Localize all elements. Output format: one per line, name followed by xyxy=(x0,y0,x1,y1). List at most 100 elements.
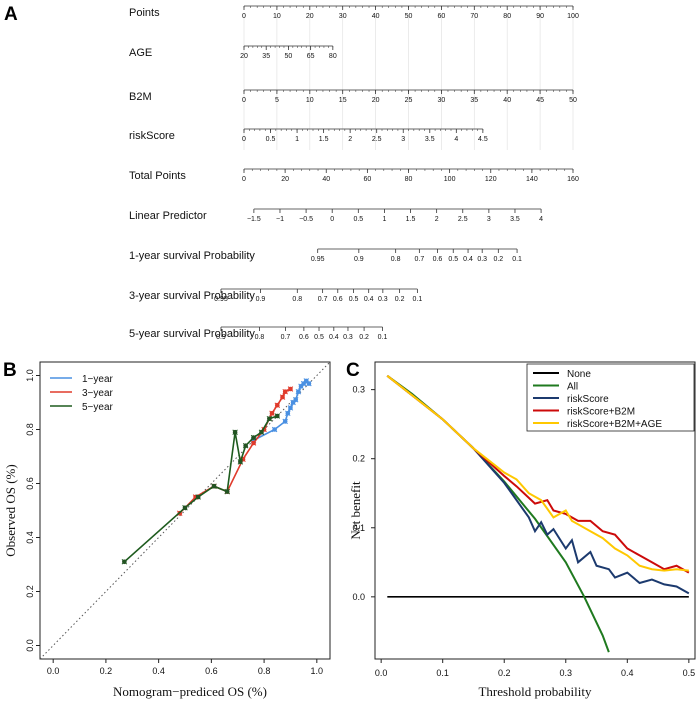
y-tick-label: 0.2 xyxy=(352,454,365,464)
nomogram-tick-label: 0.5 xyxy=(353,216,363,223)
nomogram-tick-label: 3.5 xyxy=(425,136,435,143)
nomogram-tick-label: 20 xyxy=(372,97,380,104)
nomogram-tick-label: 100 xyxy=(567,13,579,20)
nomogram-row-label: 1-year survival Probability xyxy=(129,250,255,262)
y-tick-label: 0.4 xyxy=(25,531,35,544)
nomogram-tick-label: 0.2 xyxy=(359,334,369,341)
nomogram-tick-label: 80 xyxy=(405,176,413,183)
nomogram-tick-label: 20 xyxy=(240,53,248,60)
nomogram-row-label: Total Points xyxy=(129,170,186,182)
x-tick-label: 0.8 xyxy=(258,666,271,676)
nomogram-tick-label: 0 xyxy=(242,176,246,183)
nomogram-tick-label: 45 xyxy=(536,97,544,104)
nomogram-tick-label: 65 xyxy=(307,53,315,60)
nomogram-tick-label: 50 xyxy=(285,53,293,60)
y-tick-label: 0.8 xyxy=(25,423,35,436)
decision-curve-riskscore xyxy=(386,375,690,595)
x-tick-label: 0.2 xyxy=(498,668,511,678)
nomogram-tick-label: 20 xyxy=(306,13,314,20)
calibration-point-marker xyxy=(271,426,278,433)
x-tick-label: 0.3 xyxy=(560,668,573,678)
nomogram-tick-label: 0.6 xyxy=(299,334,309,341)
nomogram-row-label: B2M xyxy=(129,91,152,103)
nomogram-tick-label: 10 xyxy=(273,13,281,20)
y-axis-title: Net benefit xyxy=(348,481,363,540)
decision-curve-riskscore-b2m xyxy=(386,375,690,574)
calibration-point-marker xyxy=(306,380,312,387)
nomogram-tick-label: 0.5 xyxy=(349,296,359,303)
nomogram-tick-label: 3 xyxy=(401,136,405,143)
calibration-point-marker xyxy=(274,402,281,408)
calibration-point-marker xyxy=(287,386,294,392)
nomogram-tick-label: 0.3 xyxy=(477,256,487,263)
nomogram-tick-label: 70 xyxy=(470,13,478,20)
nomogram-tick-label: 0.4 xyxy=(329,334,339,341)
x-tick-label: 1.0 xyxy=(311,666,324,676)
nomogram-tick-label: 0.8 xyxy=(255,334,265,341)
calibration-point-marker xyxy=(269,410,275,417)
y-tick-label: 0.0 xyxy=(352,592,365,602)
nomogram-tick-label: 15 xyxy=(339,97,347,104)
nomogram-tick-label: 0.9 xyxy=(256,296,266,303)
nomogram-tick-label: 0.9 xyxy=(216,334,226,341)
y-tick-label: 0.2 xyxy=(25,585,35,598)
nomogram-tick-label: 0 xyxy=(242,13,246,20)
nomogram-row-label: riskScore xyxy=(129,130,175,142)
calibration-point-marker xyxy=(282,418,288,425)
nomogram-tick-label: 0.95 xyxy=(311,256,325,263)
nomogram-tick-label: 10 xyxy=(306,97,314,104)
nomogram-tick-label: −0.5 xyxy=(299,216,313,223)
calibration-point-marker xyxy=(279,394,286,400)
legend-label: 5−year xyxy=(82,402,114,413)
nomogram-tick-label: 0.8 xyxy=(391,256,401,263)
panel-label-a: A xyxy=(4,4,18,25)
nomogram-tick-label: 0.3 xyxy=(378,296,388,303)
calibration-point-marker xyxy=(237,459,244,465)
calibration-point-marker xyxy=(266,415,273,422)
calibration-point-marker xyxy=(211,483,217,489)
nomogram-tick-label: 80 xyxy=(503,13,511,20)
nomogram-tick-label: 1.5 xyxy=(319,136,329,143)
nomogram-row-label: AGE xyxy=(129,47,152,59)
nomogram-row-label: 3-year survival Probability xyxy=(129,290,255,302)
nomogram-row-label: Points xyxy=(129,7,160,19)
nomogram-tick-label: 80 xyxy=(329,53,337,60)
nomogram-tick-label: 40 xyxy=(322,176,330,183)
calibration-point-marker xyxy=(285,410,291,417)
nomogram-tick-label: 4.5 xyxy=(478,136,488,143)
calibration-point-marker xyxy=(232,429,238,435)
nomogram-tick-label: 4 xyxy=(539,216,543,223)
nomogram-tick-label: 2.5 xyxy=(372,136,382,143)
nomogram-tick-label: 3 xyxy=(487,216,491,223)
calibration-point-marker xyxy=(287,405,294,411)
y-tick-label: 0.3 xyxy=(352,385,365,395)
nomogram-tick-label: 0.5 xyxy=(448,256,458,263)
calibration-point-marker xyxy=(121,559,128,565)
nomogram-tick-label: 60 xyxy=(438,13,446,20)
calibration-point-marker xyxy=(292,397,299,403)
legend-label: All xyxy=(567,382,578,393)
nomogram-tick-label: 0.1 xyxy=(378,334,388,341)
nomogram-tick-label: 35 xyxy=(470,97,478,104)
panel-label-c: C xyxy=(346,360,360,381)
nomogram-tick-label: 100 xyxy=(444,176,456,183)
nomogram-tick-label: 2 xyxy=(435,216,439,223)
nomogram-row-label: 5-year survival Probability xyxy=(129,328,255,340)
x-axis-title: Threshold probability xyxy=(478,684,592,699)
nomogram-tick-label: 50 xyxy=(405,13,413,20)
nomogram-tick-label: −1.5 xyxy=(247,216,261,223)
nomogram-tick-label: 0.3 xyxy=(343,334,353,341)
nomogram-tick-label: 0.5 xyxy=(314,334,324,341)
legend-label: riskScore+B2M+AGE xyxy=(567,419,662,430)
x-tick-label: 0.2 xyxy=(100,666,113,676)
nomogram-row-label: Linear Predictor xyxy=(129,210,207,222)
calibration-point-marker xyxy=(250,434,257,441)
nomogram-tick-label: 1 xyxy=(295,136,299,143)
nomogram-tick-label: 160 xyxy=(567,176,579,183)
nomogram-tick-label: 0.7 xyxy=(414,256,424,263)
nomogram-tick-label: 1 xyxy=(382,216,386,223)
calibration-point-marker xyxy=(295,388,302,395)
nomogram-tick-label: 0 xyxy=(330,216,334,223)
